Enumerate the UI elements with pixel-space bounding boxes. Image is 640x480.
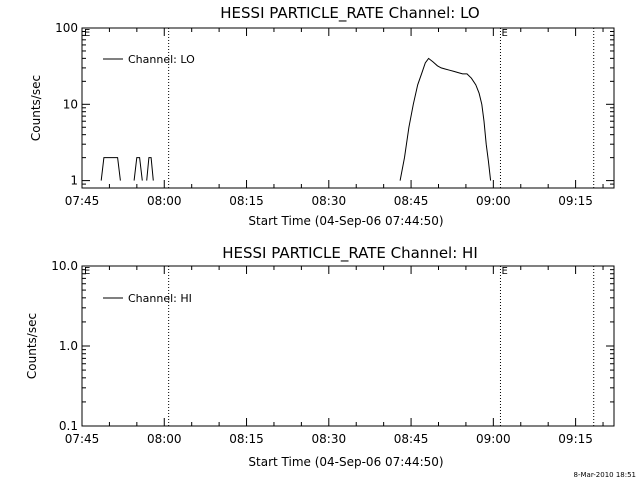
y-tick-label: 0.1 bbox=[59, 419, 78, 433]
y-axis-label: Counts/sec bbox=[29, 75, 43, 141]
series-line bbox=[133, 157, 143, 181]
y-tick-group: 0.1 1.0 10.0 bbox=[51, 259, 614, 433]
x-tick-label: 08:15 bbox=[229, 194, 264, 208]
y-tick-label: 100 bbox=[55, 21, 78, 35]
y-axis-label: Counts/sec bbox=[25, 313, 39, 379]
x-tick-label: 08:30 bbox=[312, 432, 347, 446]
x-tick-label: 09:15 bbox=[558, 194, 593, 208]
legend-label: Channel: LO bbox=[128, 53, 195, 66]
x-tick-group: 07:45 08:00 08:15 08:30 08:45 09:00 09:15 bbox=[65, 28, 604, 208]
x-tick-label: 08:00 bbox=[147, 432, 182, 446]
x-tick-label: 08:00 bbox=[147, 194, 182, 208]
series-group bbox=[100, 57, 492, 181]
x-axis-label: Start Time (04-Sep-06 07:44:50) bbox=[248, 455, 443, 469]
chart-title: HESSI PARTICLE_RATE Channel: HI bbox=[222, 244, 478, 263]
x-tick-label: 09:00 bbox=[476, 194, 511, 208]
series-line bbox=[146, 157, 154, 181]
x-tick-label: 09:15 bbox=[558, 432, 593, 446]
y-tick-group: 1 10 100 bbox=[55, 21, 614, 188]
chart-panel-lo: HESSI PARTICLE_RATE Channel: LO 07:45 08:… bbox=[29, 4, 615, 228]
series-line bbox=[100, 157, 121, 181]
plot-frame bbox=[81, 265, 615, 427]
series-line bbox=[399, 57, 492, 181]
chart-panel-hi: HESSI PARTICLE_RATE Channel: HI 07:45 08:… bbox=[25, 244, 615, 469]
time-marker-label: E bbox=[501, 28, 507, 39]
x-tick-label: 08:15 bbox=[229, 432, 264, 446]
x-tick-label: 08:45 bbox=[394, 432, 429, 446]
plot-frame bbox=[81, 27, 615, 189]
x-axis-label: Start Time (04-Sep-06 07:44:50) bbox=[248, 214, 443, 228]
x-tick-label: 08:30 bbox=[312, 194, 347, 208]
footer-timestamp: 8-Mar-2010 18:51 bbox=[574, 471, 636, 479]
legend-label: Channel: HI bbox=[128, 292, 192, 305]
y-tick-label: 1.0 bbox=[59, 339, 78, 353]
x-tick-group: 07:45 08:00 08:15 08:30 08:45 09:00 09:15 bbox=[65, 266, 604, 446]
x-tick-label: 07:45 bbox=[65, 194, 100, 208]
marker-group: E bbox=[168, 28, 595, 188]
corner-marker-label: E bbox=[84, 28, 90, 39]
x-tick-label: 07:45 bbox=[65, 432, 100, 446]
y-tick-label: 10.0 bbox=[51, 259, 78, 273]
chart-title: HESSI PARTICLE_RATE Channel: LO bbox=[220, 4, 479, 23]
x-tick-label: 09:00 bbox=[476, 432, 511, 446]
x-tick-label: 08:45 bbox=[394, 194, 429, 208]
y-tick-label: 1 bbox=[70, 174, 78, 188]
y-tick-label: 10 bbox=[63, 97, 78, 111]
corner-marker-label: E bbox=[84, 266, 90, 277]
marker-group: E bbox=[168, 266, 595, 426]
time-marker-label: E bbox=[501, 266, 507, 277]
